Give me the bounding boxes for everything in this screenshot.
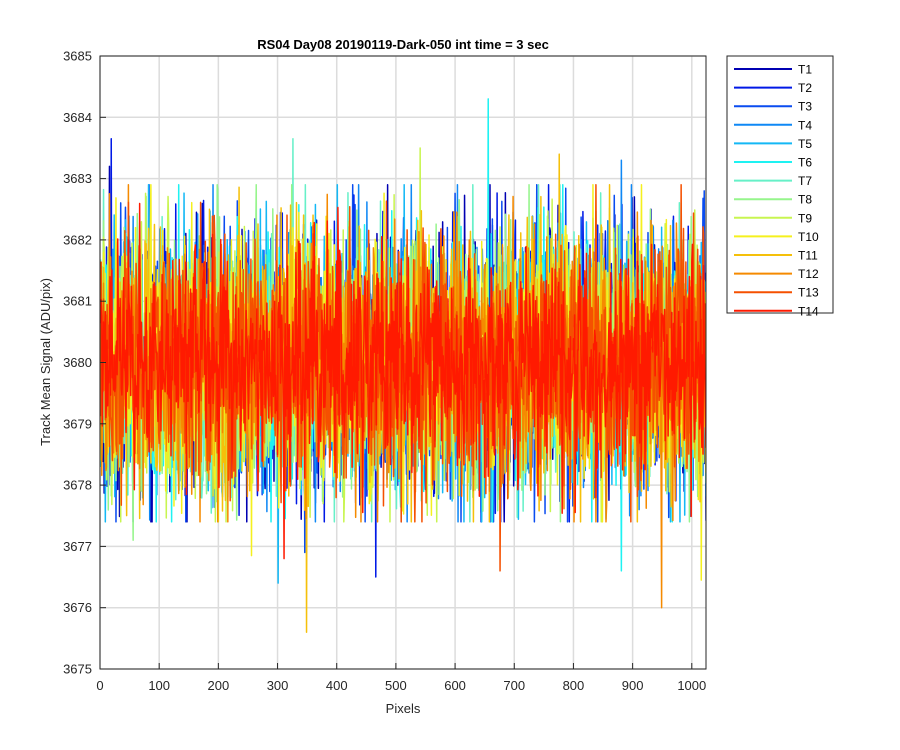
legend[interactable]: T1 T2 T3 T4 T5 T6 T7 T8 T9 T10 T11 T12 T13 T14 <box>726 55 834 318</box>
series-line-t13 <box>100 183 706 572</box>
chart-title: RS04 Day08 20190119-Dark-050 int time = … <box>257 37 549 52</box>
legend-items: T1 T2 T3 T4 T5 T6 T7 T8 T9 T10 T11 T12 T13 T14 <box>734 63 819 318</box>
x-axis-label: Pixels <box>386 701 421 716</box>
y-tick-label: 3676 <box>63 600 92 615</box>
legend-label-t6: T6 <box>798 156 812 170</box>
y-tick-label: 3678 <box>63 478 92 493</box>
legend-box <box>726 55 834 314</box>
y-tick-label: 3683 <box>63 171 92 186</box>
y-tick-label: 3685 <box>63 49 92 64</box>
legend-label-t12: T12 <box>798 267 819 281</box>
axis-ticks: 0 100 200 300 400 500 600 700 800 900 1000 3675 3676… <box>63 49 706 694</box>
legend-label-t1: T1 <box>798 63 812 77</box>
legend-label-t2: T2 <box>798 81 812 95</box>
legend-label-t9: T9 <box>798 211 812 225</box>
x-tick-label: 300 <box>267 678 289 693</box>
x-tick-label: 800 <box>563 678 585 693</box>
legend-label-t13: T13 <box>798 286 819 300</box>
x-tick-label: 0 <box>96 678 103 693</box>
legend-label-t10: T10 <box>798 230 819 244</box>
y-tick-label: 3677 <box>63 539 92 554</box>
legend-label-t4: T4 <box>798 118 812 132</box>
legend-label-t14: T14 <box>798 304 819 318</box>
x-tick-label: 100 <box>148 678 170 693</box>
y-tick-label: 3675 <box>63 662 92 677</box>
x-tick-label: 600 <box>444 678 466 693</box>
y-tick-label: 3682 <box>63 232 92 247</box>
x-tick-label: 500 <box>385 678 407 693</box>
x-tick-label: 400 <box>326 678 348 693</box>
legend-label-t7: T7 <box>798 174 812 188</box>
series-lines <box>100 98 706 633</box>
x-tick-label: 200 <box>208 678 230 693</box>
y-tick-label: 3681 <box>63 294 92 309</box>
legend-label-t3: T3 <box>798 100 812 114</box>
y-tick-label: 3680 <box>63 355 92 370</box>
x-tick-label: 1000 <box>677 678 706 693</box>
series-line-t14 <box>100 202 706 560</box>
y-axis-label: Track Mean Signal (ADU/pix) <box>38 278 53 446</box>
legend-label-t8: T8 <box>798 193 812 207</box>
x-tick-label: 700 <box>503 678 525 693</box>
x-tick-label: 900 <box>622 678 644 693</box>
y-tick-label: 3684 <box>63 110 92 125</box>
legend-label-t5: T5 <box>798 137 812 151</box>
y-tick-label: 3679 <box>63 416 92 431</box>
legend-label-t11: T11 <box>798 249 818 263</box>
